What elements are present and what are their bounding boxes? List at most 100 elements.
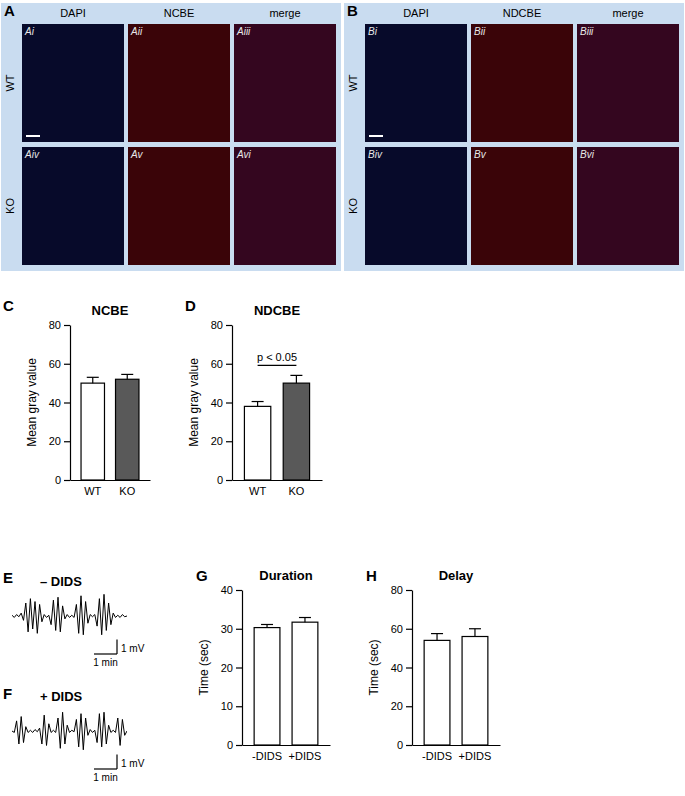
tick-mark — [226, 364, 232, 365]
error-bar — [436, 634, 437, 641]
x-tick: KO — [119, 480, 135, 497]
image-sublabel: Avi — [236, 149, 251, 160]
image-cell — [22, 147, 124, 265]
y-tick: 80 — [391, 584, 412, 596]
tick-mark — [406, 667, 412, 668]
column-header: merge — [269, 7, 300, 19]
error-bar — [127, 374, 128, 379]
y-tick: 20 — [211, 435, 232, 447]
tick-mark — [64, 364, 70, 365]
plot-area — [254, 618, 318, 745]
annotation: p < 0.05 — [257, 351, 297, 363]
tick-label: KO — [119, 485, 135, 497]
error-cap — [121, 374, 133, 375]
tick-mark — [226, 325, 232, 326]
image-cell — [577, 24, 679, 142]
image-scale-bar — [369, 135, 383, 137]
column-header: merge — [612, 7, 643, 19]
y-axis: 0 20 40 60 80 — [211, 319, 233, 486]
y-axis: 020406080 — [49, 319, 71, 486]
image-scale-bar — [26, 135, 40, 137]
tick-mark — [64, 441, 70, 442]
panel-letter: D — [185, 297, 196, 314]
image-sublabel: Av — [130, 149, 143, 160]
tick-label: -DIDS — [252, 750, 282, 762]
axis-line — [243, 745, 331, 746]
x-tick: -DIDS — [252, 745, 282, 762]
axis-line — [232, 326, 233, 481]
x-tick: WT — [84, 480, 101, 497]
chart: HDelay020406080-DIDS+DIDSTime (sec) — [366, 567, 501, 762]
error-cap — [431, 633, 443, 634]
chart: F+ DIDS1 mV1 min — [3, 685, 145, 783]
y-axis-label: Time (sec) — [197, 639, 211, 695]
axis-line — [412, 591, 413, 746]
bar — [244, 406, 270, 480]
image-cell — [234, 24, 336, 142]
tick-label: 20 — [211, 435, 223, 447]
tick-mark — [64, 402, 70, 403]
tick-mark — [236, 706, 242, 707]
row-label: KO — [347, 198, 359, 214]
tick-label: 40 — [391, 662, 403, 674]
y-tick: 20 — [391, 700, 412, 712]
tick-label: 60 — [211, 358, 223, 370]
tick-label: +DIDS — [459, 750, 492, 762]
scale-bar-label: 1 mV — [121, 758, 145, 769]
image-cell — [471, 147, 573, 265]
tick-label: 40 — [49, 397, 61, 409]
error-bar — [304, 618, 305, 623]
tick-mark — [406, 629, 412, 630]
panel-letter: C — [3, 297, 14, 314]
tick-label: 0 — [217, 474, 223, 486]
panel-letter: H — [366, 567, 377, 584]
tick-label: 20 — [391, 700, 403, 712]
tick-label: 80 — [49, 319, 61, 331]
bar — [462, 637, 488, 746]
image-sublabel: Bii — [474, 26, 486, 37]
tick-mark — [406, 590, 412, 591]
tick-label: -DIDS — [422, 750, 452, 762]
bar — [424, 640, 450, 745]
y-tick: 0 — [227, 739, 242, 751]
chart-title: Duration — [259, 568, 313, 583]
tick-label: WT — [84, 485, 101, 497]
plot-area — [424, 629, 488, 745]
image-sublabel: Biii — [580, 26, 594, 37]
tick-label: KO — [288, 485, 304, 497]
chart-title: NDCBE — [254, 303, 301, 318]
tick-label: 20 — [49, 435, 61, 447]
y-axis-label: Mean gray value — [187, 358, 201, 447]
chart: CNCBE020406080WTKOMean gray value — [3, 297, 151, 497]
plot-area — [244, 375, 309, 480]
y-tick: 0 — [55, 474, 70, 486]
bar — [81, 383, 104, 480]
y-tick: 30 — [221, 623, 242, 635]
y-tick: 80 — [211, 319, 232, 331]
column-header: DAPI — [60, 7, 86, 19]
y-tick: 40 — [211, 397, 232, 409]
y-axis: 020406080 — [391, 584, 413, 751]
panel-letter: F — [3, 685, 12, 702]
bar — [116, 379, 139, 480]
bar — [283, 383, 309, 480]
y-tick: 80 — [49, 319, 70, 331]
x-axis: WT KO — [71, 480, 151, 497]
tick-label: 80 — [391, 584, 403, 596]
tick-label: 80 — [211, 319, 223, 331]
error-cap — [252, 401, 264, 402]
tick-mark — [406, 745, 412, 746]
tick-mark — [226, 441, 232, 442]
tick-label: 40 — [221, 584, 233, 596]
image-cell — [128, 147, 230, 265]
tick-mark — [236, 629, 242, 630]
axis-line — [413, 745, 501, 746]
error-cap — [261, 624, 273, 625]
image-cell — [234, 147, 336, 265]
image-sublabel: Aiv — [24, 149, 40, 160]
panel-background — [344, 3, 684, 271]
panel-letter: E — [3, 569, 13, 586]
y-tick: 40 — [391, 662, 412, 674]
x-tick: KO — [288, 480, 304, 497]
error-bar — [92, 377, 93, 383]
